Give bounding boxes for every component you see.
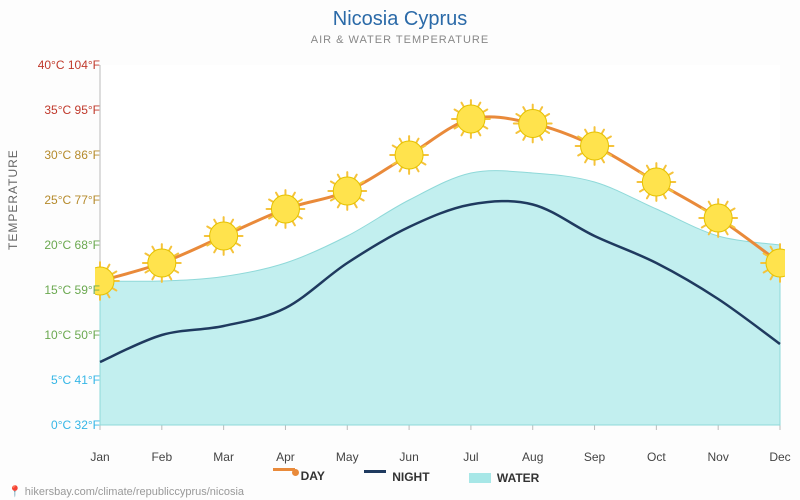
source-url: hikersbay.com/climate/republiccyprus/nic… — [25, 486, 244, 498]
y-tick: 20°C 68°F — [10, 238, 100, 252]
y-tick: 10°C 50°F — [10, 328, 100, 342]
x-tick: Jan — [80, 450, 120, 464]
map-pin-icon: 📍 — [8, 486, 22, 498]
legend-water-swatch — [469, 473, 491, 483]
legend-night: NIGHT — [352, 470, 429, 484]
x-tick: Nov — [698, 450, 738, 464]
legend-water: WATER — [457, 471, 539, 485]
y-tick: 0°C 32°F — [10, 418, 100, 432]
y-tick: 40°C 104°F — [10, 58, 100, 72]
legend-night-swatch — [364, 470, 386, 483]
x-tick: May — [327, 450, 367, 464]
chart-title: Nicosia Cyprus — [0, 8, 800, 31]
x-tick: Jul — [451, 450, 491, 464]
x-tick: Sep — [575, 450, 615, 464]
temperature-chart — [95, 55, 785, 445]
y-tick: 25°C 77°F — [10, 193, 100, 207]
legend-day-label: DAY — [301, 469, 325, 483]
legend-day: DAY — [261, 469, 325, 483]
legend-water-label: WATER — [497, 471, 539, 485]
y-tick: 15°C 59°F — [10, 283, 100, 297]
legend-day-swatch — [273, 468, 295, 481]
y-tick: 30°C 86°F — [10, 148, 100, 162]
x-tick: Oct — [636, 450, 676, 464]
legend-night-label: NIGHT — [392, 470, 429, 484]
x-tick: Apr — [265, 450, 305, 464]
source-footer: 📍 hikersbay.com/climate/republiccyprus/n… — [8, 485, 244, 498]
x-tick: Mar — [204, 450, 244, 464]
x-tick: Jun — [389, 450, 429, 464]
chart-legend: DAY NIGHT WATER — [0, 469, 800, 487]
x-tick: Feb — [142, 450, 182, 464]
x-tick: Aug — [513, 450, 553, 464]
y-tick: 5°C 41°F — [10, 373, 100, 387]
chart-subtitle: AIR & WATER TEMPERATURE — [0, 34, 800, 46]
y-tick: 35°C 95°F — [10, 103, 100, 117]
x-tick: Dec — [760, 450, 800, 464]
